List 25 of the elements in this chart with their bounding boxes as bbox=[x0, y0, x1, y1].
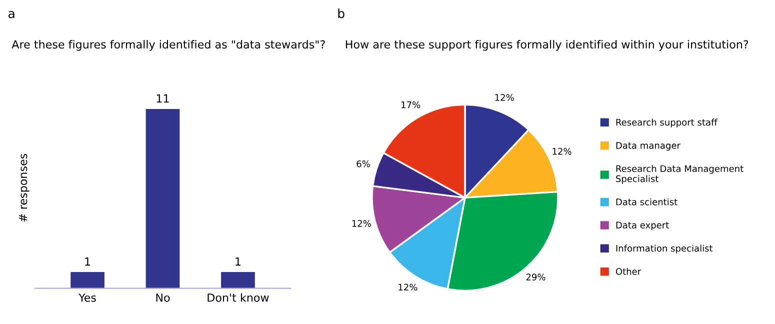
x-tick-label: Yes bbox=[78, 294, 96, 302]
data-label: 11 bbox=[156, 94, 169, 103]
data-label: 29% bbox=[526, 274, 546, 280]
x-tick-label: Don't know bbox=[208, 293, 269, 302]
data-label: 12% bbox=[552, 148, 572, 155]
data-label: 17% bbox=[402, 101, 420, 108]
legend-label: Data manager bbox=[616, 142, 680, 151]
legend-label: Data scientist bbox=[616, 198, 678, 206]
chart-title: How are these support figures formally identified within your institution? bbox=[346, 40, 748, 51]
data-label: 12% bbox=[398, 284, 418, 291]
legend-label: Research support staff bbox=[616, 118, 718, 128]
data-label: 12% bbox=[352, 220, 371, 227]
data-label: 12% bbox=[495, 94, 514, 101]
legend-label: Other bbox=[616, 268, 642, 275]
data-label: 1 bbox=[85, 257, 90, 266]
data-label: 6% bbox=[356, 160, 370, 168]
text: b bbox=[338, 8, 344, 18]
chart-title: Are these figures formally identified as "data stewards"? bbox=[12, 40, 325, 51]
x-tick-label: No bbox=[156, 294, 170, 302]
text: a bbox=[8, 11, 14, 18]
legend-label: Information specialist bbox=[616, 244, 713, 254]
y-axis-title: # responses bbox=[19, 154, 30, 222]
legend-label: Research Data Management Specialist bbox=[616, 165, 744, 184]
data-label: 1 bbox=[236, 257, 240, 266]
legend-label: Data expert bbox=[616, 222, 669, 230]
